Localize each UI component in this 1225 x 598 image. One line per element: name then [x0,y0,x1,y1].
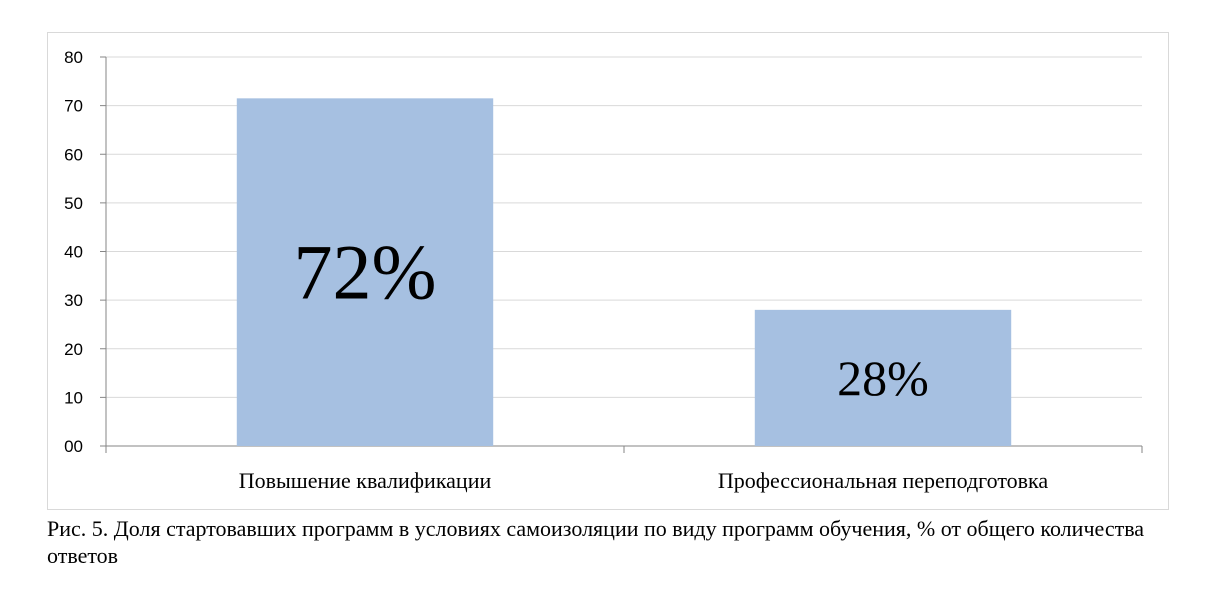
data-label: 72% [294,229,437,316]
y-tick-label: 00 [64,437,83,456]
y-tick-label: 80 [64,48,83,67]
y-tick-label: 30 [64,291,83,310]
figure-caption: Рис. 5. Доля стартовавших программ в усл… [47,516,1145,568]
category-label: Повышение квалификации [239,468,492,493]
category-label: Профессиональная переподготовка [718,468,1049,493]
y-tick-label: 20 [64,340,83,359]
data-label: 28% [837,350,929,406]
y-tick-label: 60 [64,145,83,164]
y-tick-label: 40 [64,243,83,262]
y-tick-label: 10 [64,388,83,407]
bar [236,98,494,447]
y-tick-label: 50 [64,194,83,213]
bar [754,309,1012,446]
bar-chart: 00 10 20 30 40 50 60 70 80 72% Повышение квалифика… [64,48,1143,493]
y-tick-label: 70 [64,97,83,116]
